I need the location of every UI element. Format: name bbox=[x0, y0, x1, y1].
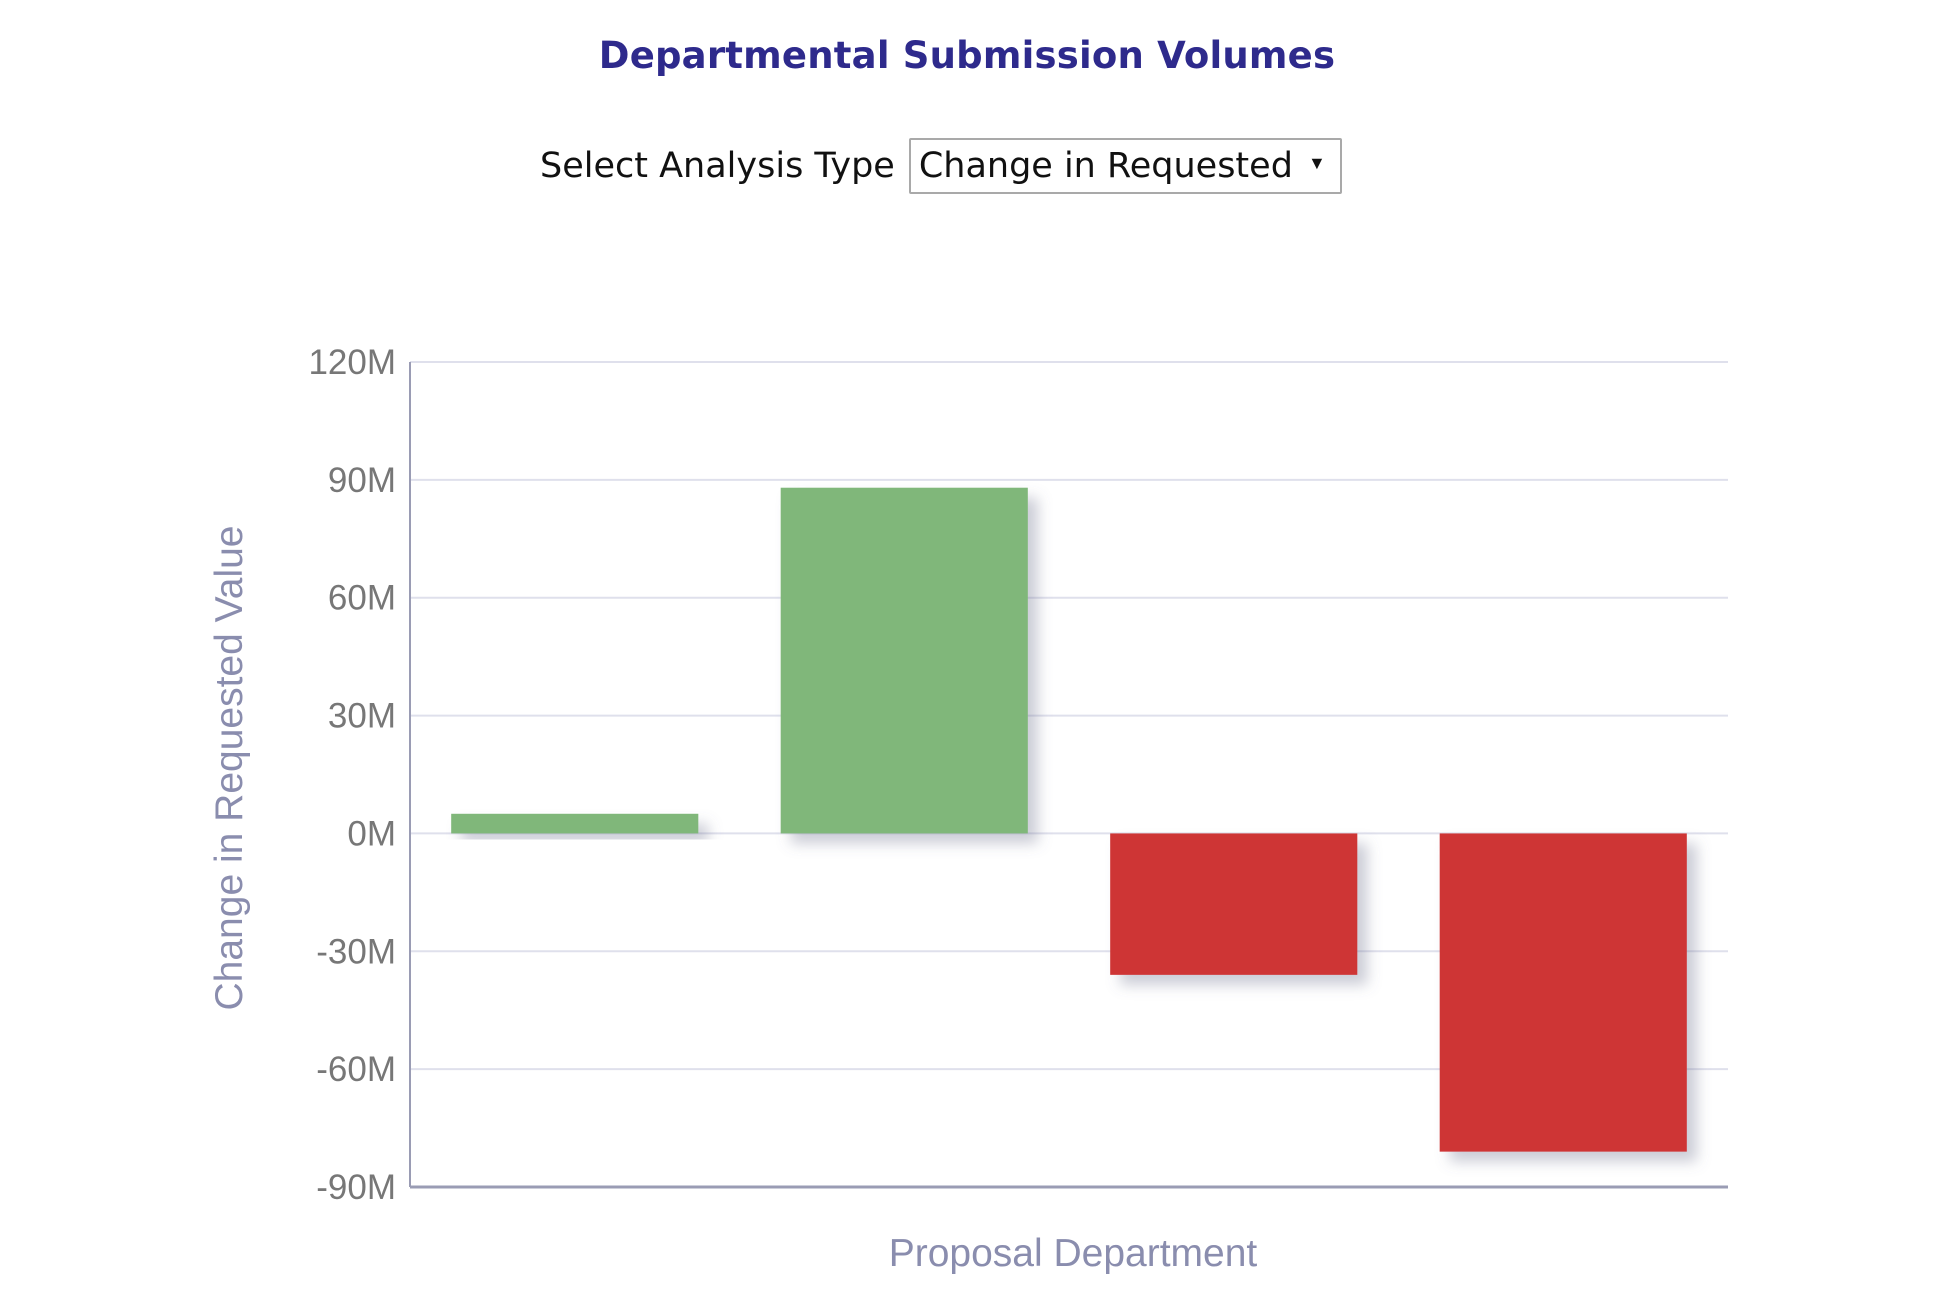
y-tick-label: 90M bbox=[328, 461, 396, 500]
y-tick-label: 0M bbox=[347, 814, 396, 853]
analysis-type-selected-value: Change in Requested bbox=[918, 146, 1293, 186]
analysis-type-selector: Select Analysis Type Change in Requested… bbox=[540, 138, 1342, 194]
bars bbox=[451, 487, 1687, 1152]
x-axis-title: Proposal Department bbox=[889, 1232, 1258, 1275]
y-axis-title: Change in Requested Value bbox=[208, 526, 251, 1011]
y-tick-label: -60M bbox=[316, 1050, 396, 1089]
y-tick-label: -30M bbox=[316, 932, 396, 971]
dropdown-arrow-icon: ▼ bbox=[1308, 153, 1326, 173]
analysis-type-dropdown[interactable]: Change in Requested ▼ bbox=[908, 138, 1342, 194]
bar[interactable] bbox=[1110, 833, 1358, 975]
y-tick-labels: 120M 90M 60M 30M 0M -30M -60M -90M bbox=[308, 343, 396, 1207]
bar[interactable] bbox=[451, 813, 699, 834]
y-tick-label: 60M bbox=[328, 579, 396, 618]
chart-title: Departmental Submission Volumes bbox=[598, 34, 1336, 77]
y-tick-label: 120M bbox=[308, 343, 396, 382]
y-tick-label: -90M bbox=[316, 1168, 396, 1207]
bar[interactable] bbox=[780, 487, 1028, 834]
y-tick-label: 30M bbox=[328, 697, 396, 736]
analysis-type-label: Select Analysis Type bbox=[540, 146, 895, 186]
axes bbox=[409, 362, 1728, 1189]
bar[interactable] bbox=[1439, 833, 1687, 1152]
